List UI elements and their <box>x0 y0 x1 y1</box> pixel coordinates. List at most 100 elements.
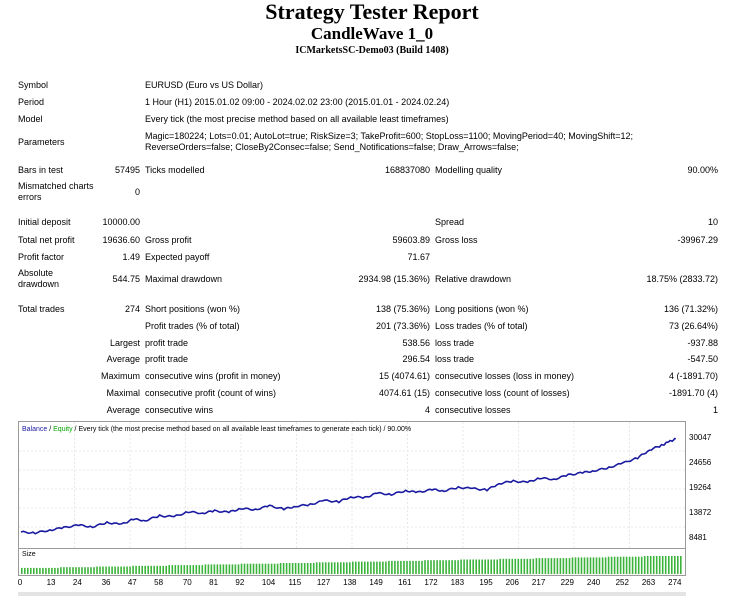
size-bar <box>201 565 204 574</box>
size-bar <box>276 563 279 574</box>
size-bar <box>81 567 83 574</box>
size-bar <box>51 567 53 574</box>
balance-line <box>20 437 676 535</box>
size-bar <box>300 563 303 574</box>
size-bar <box>514 558 517 574</box>
y-tick-label: 8481 <box>689 533 707 543</box>
x-tick-label: 183 <box>450 578 465 587</box>
size-bar <box>330 562 333 574</box>
size-bar <box>619 556 622 574</box>
symbol-label: Symbol <box>18 80 49 90</box>
size-bar <box>418 560 420 574</box>
size-bar <box>625 556 628 574</box>
consec-profit-label: consecutive profit (count of wins) <box>145 388 277 398</box>
size-bar <box>379 561 381 574</box>
size-bar <box>400 560 402 574</box>
y-tick-label: 19264 <box>689 482 712 492</box>
size-bar <box>337 562 339 574</box>
size-bar <box>412 560 414 574</box>
size-bar <box>75 567 77 574</box>
size-bar <box>39 567 41 574</box>
size-bar <box>237 564 240 574</box>
size-bar <box>448 560 450 574</box>
size-bar <box>135 565 137 574</box>
absdd-label: Absolute drawdown <box>18 268 60 289</box>
size-bar <box>586 557 589 574</box>
size-bar <box>517 558 520 574</box>
size-bar <box>222 564 225 574</box>
y-tick-label: 13872 <box>689 508 712 518</box>
size-bar <box>580 557 583 574</box>
trades-label: Total trades <box>18 304 65 314</box>
size-bar <box>87 567 89 574</box>
size-bar <box>66 567 68 574</box>
size-bar <box>129 566 131 574</box>
x-tick-label: 47 <box>127 578 137 587</box>
size-bar <box>403 560 405 574</box>
size-bar <box>658 556 661 574</box>
size-bar <box>643 556 646 574</box>
size-bar <box>601 557 604 574</box>
size-bar <box>57 567 59 574</box>
size-bar <box>132 565 134 574</box>
size-bar <box>604 557 607 574</box>
long-value: 136 (71.32%) <box>663 304 718 314</box>
size-bar <box>36 567 38 574</box>
losstrades-label: Loss trades (% of total) <box>435 321 528 331</box>
average-label: Average <box>106 354 140 364</box>
size-bar <box>261 563 264 574</box>
size-bar <box>343 562 345 574</box>
size-chart: Size <box>18 549 686 576</box>
largest-profit-value: 538.56 <box>402 338 430 348</box>
size-bar <box>646 556 649 574</box>
size-bar <box>312 563 315 574</box>
size-bar <box>613 556 616 574</box>
size-bar <box>562 558 565 574</box>
size-bar <box>397 560 399 574</box>
size-bar <box>117 566 119 574</box>
size-bar <box>240 563 243 574</box>
x-tick-label: 206 <box>505 578 519 587</box>
period-value: 1 Hour (H1) 2015.01.02 09:00 - 2024.02.0… <box>145 97 450 107</box>
size-bar <box>490 559 492 574</box>
size-bar <box>33 567 35 574</box>
size-bar <box>249 563 252 574</box>
profitfactor-value: 1.49 <box>122 252 140 262</box>
x-tick-label: 127 <box>316 578 331 587</box>
size-bar <box>535 558 538 574</box>
size-bar <box>598 557 601 574</box>
size-bar <box>159 565 161 574</box>
consec-wins-label: consecutive wins (profit in money) <box>145 371 281 381</box>
size-bar <box>478 559 480 574</box>
size-bar <box>141 565 143 574</box>
size-bar <box>466 559 468 574</box>
size-bar <box>421 560 423 574</box>
model-label: Model <box>18 114 43 124</box>
x-tick-label: 274 <box>668 578 682 587</box>
x-tick-label: 81 <box>209 578 219 587</box>
short-value: 138 (75.36%) <box>375 304 430 314</box>
size-bar <box>231 564 234 574</box>
size-bar <box>294 563 297 574</box>
profittrades-value: 201 (73.36%) <box>375 321 430 331</box>
size-bar <box>538 558 541 574</box>
mismatch-value: 0 <box>134 187 140 197</box>
x-tick-label: 0 <box>17 578 23 587</box>
size-bar <box>165 565 167 574</box>
size-bar <box>96 566 98 574</box>
size-bar <box>433 560 435 574</box>
size-bar <box>162 565 164 574</box>
bars-label: Bars in test <box>18 165 64 175</box>
x-tick-label: 104 <box>261 578 276 587</box>
consec-loss-label: consecutive loss (count of losses) <box>435 388 570 398</box>
model-value: Every tick (the most precise method base… <box>145 114 449 124</box>
size-bar <box>544 558 547 574</box>
size-bar <box>349 562 351 574</box>
deposit-label: Initial deposit <box>18 217 71 227</box>
size-bar <box>192 565 195 574</box>
size-bar <box>547 558 550 574</box>
size-bar <box>252 563 255 574</box>
size-bar <box>409 560 411 574</box>
average-profit-value: 296.54 <box>402 354 430 364</box>
size-bar <box>321 562 324 574</box>
